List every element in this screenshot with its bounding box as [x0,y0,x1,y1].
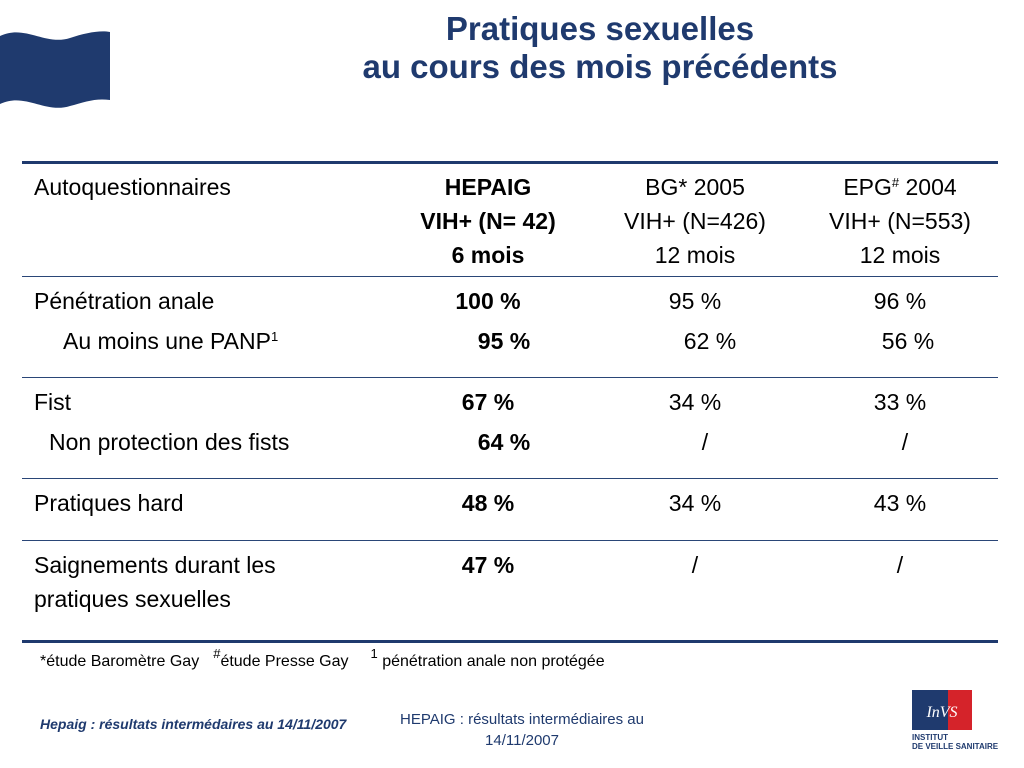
invs-logo-text: INSTITUT DE VEILLE SANITAIRE [912,733,999,751]
table-cell-bg: / [691,552,699,578]
table-cell-epg: / [896,552,904,578]
header-hepaig-line: 6 mois [451,242,525,268]
header-bg-line: VIH+ (N=426) [624,208,766,234]
table-cell-hepaig: 100 % [455,288,521,314]
header-epg-line: 12 mois [859,242,941,268]
table-cell-epg: 43 % [873,490,927,516]
header-hepaig: HEPAIG VIH+ (N= 42) 6 mois [388,170,588,272]
footer-center-caption: HEPAIG : résultats intermédiaires au 14/… [372,709,672,751]
row-divider [22,540,998,541]
row-divider [22,377,998,378]
row-label-panp: Au moins une PANP1 [63,328,279,354]
row-divider [22,276,998,277]
table-cell-epg: 33 % [873,389,927,415]
header-epg2004: EPG# 2004 VIH+ (N=553) 12 mois [800,170,1000,272]
header-epg-line: VIH+ (N=553) [829,208,971,234]
footnote-panp: pénétration anale non protégée [377,653,605,670]
table-cell-epg: 96 % [873,288,927,314]
header-epg-line: EPG# 2004 [843,174,957,200]
footer-left-caption: Hepaig : résultats intermédaires au 14/1… [40,716,347,732]
table-bottom-rule [22,640,998,643]
table-cell-epg: 56 % [881,328,935,354]
footnote-epg: étude Presse Gay [220,653,349,670]
row-label-line: pratiques sexuelles [34,586,231,612]
header-hepaig-line: VIH+ (N= 42) [420,208,556,234]
table-cell-hepaig: 67 % [461,389,515,415]
table-cell-hepaig: 48 % [461,490,515,516]
row-divider [22,478,998,479]
table-cell-hepaig: 95 % [477,328,531,354]
invs-logo-mark: InVS [912,690,972,730]
table-cell-epg: / [901,429,909,455]
header-autoquestionnaires: Autoquestionnaires [34,174,231,200]
table-cell-hepaig: 47 % [461,552,515,578]
footnotes: *étude Baromètre Gay #étude Presse Gay 1 p… [40,647,619,671]
title-line-2: au cours des mois précédents [362,48,838,85]
table-cell-hepaig: 64 % [477,429,531,455]
table-cell-bg: 62 % [683,328,737,354]
table-cell-bg: 34 % [668,490,722,516]
row-label-non-protection: Non protection des fists [49,429,290,455]
page-title: Pratiques sexuelles au cours des mois pr… [200,10,1000,86]
footer-center-line: 14/11/2007 [485,732,559,749]
title-line-1: Pratiques sexuelles [445,10,755,47]
footnote-epg-mark: # [213,646,221,661]
table-cell-bg: 34 % [668,389,722,415]
flag-logo [0,31,110,108]
header-bg-line: BG* 2005 [645,174,745,200]
row-label-penetration: Pénétration anale [34,288,215,314]
row-label-fist: Fist [34,389,72,415]
table-top-rule [22,161,998,164]
row-label-pratiques-hard: Pratiques hard [34,490,184,516]
header-hepaig-line: HEPAIG [444,174,532,200]
row-label-saignements: Saignements durant les pratiques sexuell… [34,548,276,616]
footnote-bg: *étude Baromètre Gay [40,653,200,670]
svg-text:InVS: InVS [925,704,957,721]
footer-center-line: HEPAIG : résultats intermédiaires au [400,711,644,728]
invs-logo: InVS INSTITUT DE VEILLE SANITAIRE [912,690,1002,760]
table-cell-bg: 95 % [668,288,722,314]
footnote-panp-mark: 1 [370,646,378,661]
row-label-line: Saignements durant les [34,552,276,578]
header-bg2005: BG* 2005 VIH+ (N=426) 12 mois [595,170,795,272]
header-bg-line: 12 mois [654,242,736,268]
table-cell-bg: / [701,429,709,455]
